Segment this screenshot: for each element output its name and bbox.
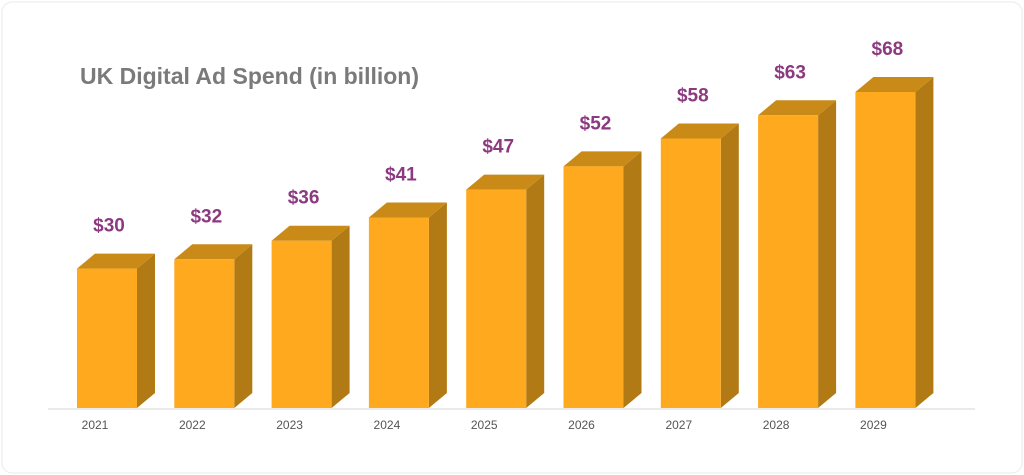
bar <box>855 92 916 408</box>
value-label: $41 <box>385 164 417 185</box>
bar-top <box>660 123 739 139</box>
bar-top <box>855 77 934 92</box>
bar <box>466 189 527 408</box>
bar-side <box>137 253 155 408</box>
x-tick-label: 2022 <box>179 418 206 432</box>
chart-title: UK Digital Ad Spend (in billion) <box>80 63 419 89</box>
x-tick-label: 2024 <box>374 418 401 432</box>
bar <box>563 166 624 408</box>
bar <box>758 115 819 408</box>
bar-top <box>271 225 350 241</box>
value-label: $47 <box>482 137 514 158</box>
value-label: $58 <box>677 85 709 106</box>
x-tick-label: 2026 <box>568 418 595 432</box>
value-label: $68 <box>872 39 904 60</box>
bar <box>174 259 235 408</box>
value-label: $36 <box>288 188 320 209</box>
bar-top <box>758 100 837 116</box>
bar-side <box>428 202 447 408</box>
value-label: $52 <box>580 113 612 134</box>
bar-top <box>368 202 447 218</box>
value-label: $32 <box>190 206 222 227</box>
value-label: $30 <box>93 216 125 237</box>
x-tick-label: 2027 <box>665 418 692 432</box>
bar-side <box>720 123 739 409</box>
bar <box>368 217 429 408</box>
x-tick-label: 2028 <box>763 418 790 432</box>
bar-side <box>234 244 253 408</box>
bar-top <box>77 253 155 269</box>
x-tick-label: 2029 <box>860 418 887 432</box>
value-label: $63 <box>774 62 806 83</box>
bar-side <box>526 174 545 408</box>
x-tick-label: 2025 <box>471 418 498 432</box>
bar-top <box>174 244 253 260</box>
bar-top <box>563 151 642 167</box>
x-tick-label: 2023 <box>276 418 303 432</box>
bar-side <box>818 100 837 408</box>
x-tick-label: 2021 <box>82 418 109 432</box>
bar <box>660 138 721 408</box>
bar-side <box>331 225 350 408</box>
bar-side <box>915 77 934 408</box>
bar-top <box>466 174 545 190</box>
bar-side <box>623 151 642 408</box>
bar <box>77 268 137 408</box>
bar <box>271 240 332 408</box>
